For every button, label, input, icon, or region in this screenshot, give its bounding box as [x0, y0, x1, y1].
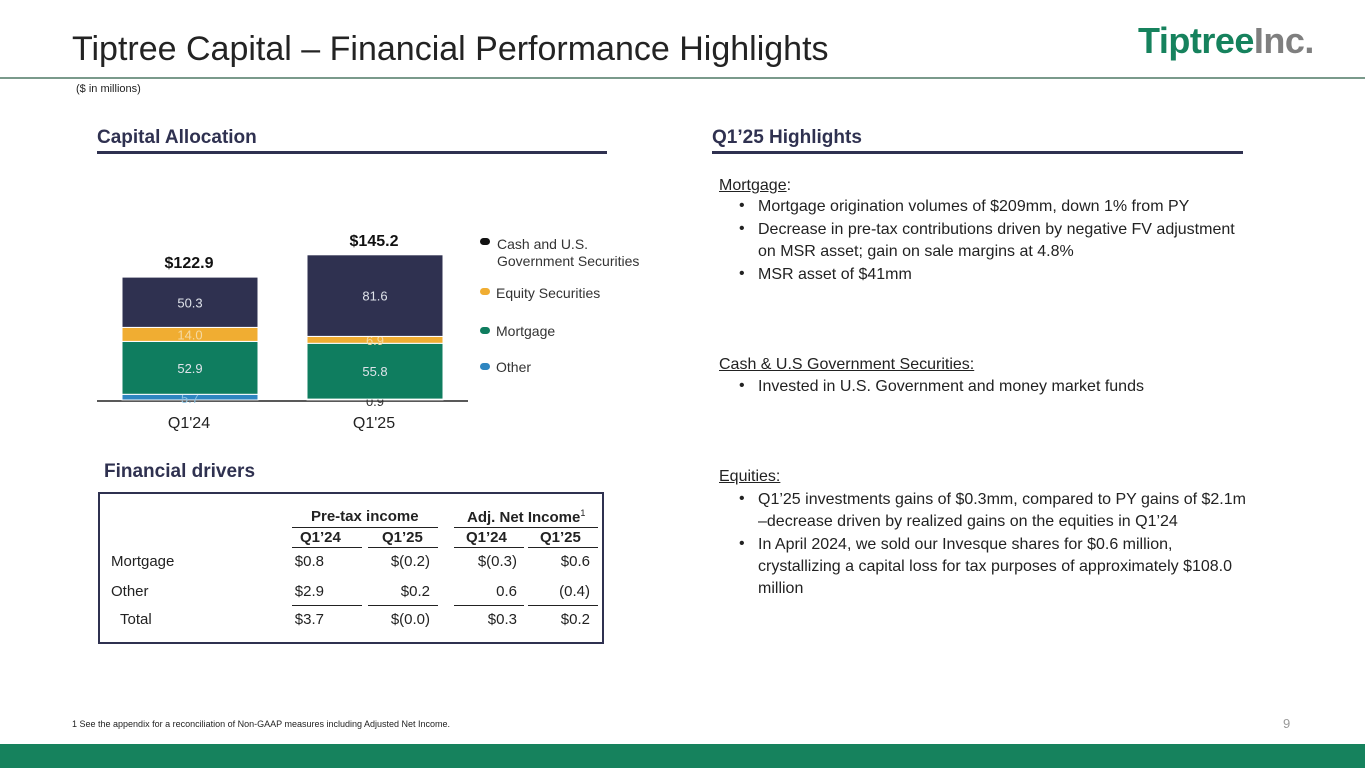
col-header-pretax-q124: Q1’24: [300, 529, 341, 546]
table-cell: 0.6: [496, 583, 517, 600]
mortgage-bullet-1: Mortgage origination volumes of $209mm, …: [758, 198, 1190, 215]
bullet-icon: •: [739, 220, 745, 237]
legend-other-marker: [480, 363, 490, 370]
table-cell: $0.6: [560, 553, 590, 570]
bar-value-label: 81.6: [362, 289, 387, 304]
mortgage-bullet-2-line1: Decrease in pre-tax contributions driven…: [758, 221, 1235, 238]
equities-bullet-2-line3: million: [758, 580, 804, 597]
logo-main: Tiptree: [1138, 20, 1254, 61]
col-rule-3: [454, 547, 524, 548]
col-rule-1: [292, 547, 362, 548]
legend-equity-label: Equity Securities: [496, 285, 601, 301]
table-cell: $0.8: [294, 553, 324, 570]
highlights-rule: [712, 151, 1243, 154]
financial-drivers-heading: Financial drivers: [104, 461, 256, 482]
legend-mortgage-marker: [480, 327, 490, 334]
cash-subheading: Cash & U.S Government Securities:: [719, 356, 975, 373]
group-adj-header: Adj. Net Income1: [467, 508, 585, 526]
bar-value-label: 52.9: [177, 361, 202, 376]
total-rule-4: [528, 605, 598, 606]
footnote: 1 See the appendix for a reconciliation …: [72, 719, 451, 729]
total-rule-3: [454, 605, 524, 606]
bar-segment-cash-and-u-s-government-securities-0: [121, 276, 259, 328]
page-title: Tiptree Capital – Financial Performance …: [72, 30, 829, 68]
legend-equity-marker: [480, 288, 490, 295]
cash-bullet-1: Invested in U.S. Government and money ma…: [758, 378, 1144, 395]
table-cell: (0.4): [559, 583, 590, 600]
col-header-adj-q125: Q1’25: [540, 529, 581, 546]
group-pretax-rule: [292, 527, 438, 528]
mortgage-subheading: Mortgage:: [719, 175, 791, 197]
equities-bullet-1-line2: –decrease driven by realized gains on th…: [758, 513, 1178, 530]
equities-subheading: Equities:: [719, 468, 781, 485]
bullet-icon: •: [739, 197, 745, 214]
company-logo: TiptreeInc.: [1138, 20, 1314, 62]
legend-cash-line2: Government Securities: [497, 253, 640, 269]
bar-segment-mortgage-0: [121, 340, 259, 395]
bar-value-label: 55.8: [362, 364, 387, 379]
capital-allocation-chart: 5.752.914.050.3$122.9Q1'240.955.86.981.6…: [97, 233, 468, 432]
page-number: 9: [1283, 716, 1291, 731]
footer-bar: [0, 744, 1365, 768]
table-cell: $(0.0): [390, 611, 430, 628]
table-cell: $0.2: [400, 583, 430, 600]
row-total-label: Total: [120, 611, 152, 628]
group-pretax-header: Pre-tax income: [311, 508, 419, 525]
group-adj-rule: [454, 527, 598, 528]
group-adj-footnote-ref: 1: [580, 508, 586, 518]
legend-cash-line1: Cash and U.S.: [497, 236, 589, 252]
mortgage-subheading-colon: :: [786, 177, 792, 194]
legend-cash-marker: [480, 238, 490, 245]
table-cell: $(0.2): [390, 553, 430, 570]
logo-suffix: Inc.: [1253, 20, 1315, 61]
mortgage-subheading-text: Mortgage: [719, 177, 787, 194]
col-header-adj-q124: Q1’24: [466, 529, 507, 546]
bar-total-label: $122.9: [165, 255, 214, 272]
x-tick-label: Q1'25: [353, 415, 395, 432]
total-rule-1: [292, 605, 362, 606]
total-rule-2: [368, 605, 438, 606]
legend-mortgage-label: Mortgage: [496, 323, 556, 339]
bar-segment-cash-and-u-s-government-securities-1: [306, 254, 444, 337]
col-rule-2: [368, 547, 438, 548]
col-rule-4: [528, 547, 598, 548]
highlights-heading: Q1’25 Highlights: [712, 127, 862, 148]
mortgage-bullet-2-line2: on MSR asset; gain on sale margins at 4.…: [758, 243, 1074, 260]
capital-allocation-rule: [97, 151, 607, 154]
title-divider: [0, 77, 1365, 79]
x-tick-label: Q1'24: [168, 415, 210, 432]
table-cell: $2.9: [294, 583, 324, 600]
bullet-icon: •: [739, 265, 745, 282]
mortgage-bullet-3: MSR asset of $41mm: [758, 266, 912, 283]
table-cell: $(0.3): [477, 553, 517, 570]
table-cell: $0.3: [487, 611, 517, 628]
legend-cash-label: Cash and U.S. Government Securities: [497, 236, 639, 270]
bar-value-label: 14.0: [177, 327, 202, 342]
bar-segment-mortgage-1: [306, 342, 444, 400]
row-mortgage-label: Mortgage: [111, 553, 175, 570]
bullet-icon: •: [739, 490, 745, 507]
row-other-label: Other: [111, 583, 149, 600]
equities-bullet-1-line1: Q1’25 investments gains of $0.3mm, compa…: [758, 491, 1246, 508]
capital-allocation-heading: Capital Allocation: [97, 127, 257, 148]
equities-bullet-2-line2: crystallizing a capital loss for tax pur…: [758, 558, 1233, 575]
units-note: ($ in millions): [76, 83, 141, 95]
col-header-pretax-q125: Q1’25: [382, 529, 423, 546]
equities-bullet-2-line1: In April 2024, we sold our Invesque shar…: [758, 536, 1173, 553]
financial-drivers-table: Pre-tax income Adj. Net Income1 Q1’24 Q1…: [98, 492, 604, 644]
bar-total-label: $145.2: [350, 233, 399, 250]
bar-value-label: 50.3: [177, 295, 202, 310]
legend-other-label: Other: [496, 359, 532, 375]
table-cell: $3.7: [294, 611, 324, 628]
table-cell: $0.2: [560, 611, 590, 628]
group-adj-label: Adj. Net Income: [467, 509, 581, 526]
bullet-icon: •: [739, 535, 745, 552]
bullet-icon: •: [739, 377, 745, 394]
